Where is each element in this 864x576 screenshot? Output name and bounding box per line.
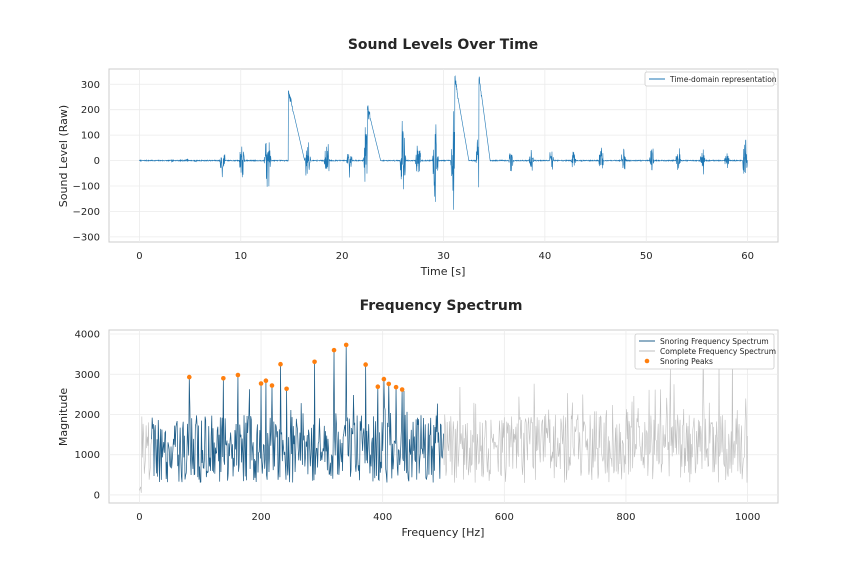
time-legend-label: Time-domain representation: [669, 75, 777, 84]
snoring-peak-point: [258, 381, 264, 386]
snoring-legend-label: Snoring Frequency Spectrum: [660, 337, 769, 346]
snoring-peak-point: [363, 362, 368, 367]
time-chart-ytick-label: 0: [94, 156, 100, 167]
time-chart-xtick-label: 30: [437, 251, 450, 262]
snoring-peak-point: [269, 383, 275, 388]
frequency-chart-ytick-label: 4000: [75, 330, 100, 341]
frequency-chart-title: Frequency Spectrum: [360, 298, 523, 314]
time-legend-box: [644, 71, 775, 87]
frequency-chart-ytick-label: 3000: [75, 370, 100, 381]
time-chart: Sound Levels Over Time 0 10 20 30 40 50 60 −300…: [57, 37, 779, 278]
time-chart-xtick-label: 60: [741, 251, 754, 262]
peaks-legend-swatch: [644, 358, 650, 364]
snoring-peak-point: [221, 375, 226, 381]
snoring-peak-point: [278, 361, 283, 367]
frequency-chart-ticks: 0 200 400 600 800 1000 0 1000 2000 3000 4000: [75, 330, 761, 523]
peaks-legend-label: Snoring Peaks: [660, 357, 713, 366]
time-chart-legend: Time-domain representation: [644, 71, 777, 87]
time-chart-ytick-label: 200: [81, 105, 100, 116]
frequency-chart-xtick-label: 600: [495, 512, 514, 523]
time-chart-xlabel: Time [s]: [420, 265, 466, 278]
snoring-peak-point: [343, 342, 349, 348]
time-chart-ytick-label: −300: [73, 232, 100, 243]
time-chart-ytick-label: 100: [81, 131, 100, 142]
snoring-peak-point: [186, 374, 192, 380]
time-chart-xtick-label: 40: [538, 251, 551, 262]
frequency-chart-xtick-label: 400: [373, 512, 392, 523]
snoring-peak-point: [375, 384, 381, 390]
time-chart-ytick-label: 300: [81, 80, 100, 91]
frequency-chart-xtick-label: 800: [616, 512, 635, 523]
frequency-legend-box: [634, 333, 775, 370]
frequency-chart: Frequency Spectrum 0 200 400 600 800 1000 0 100…: [57, 298, 779, 539]
frequency-chart-xtick-label: 200: [251, 512, 270, 523]
snoring-peak-point: [284, 386, 289, 392]
snoring-peak-point: [386, 381, 392, 387]
time-series-line: [139, 75, 748, 210]
time-chart-xtick-label: 50: [640, 251, 653, 262]
complete-legend-label: Complete Frequency Spectrum: [660, 347, 776, 356]
snoring-peak-point: [263, 378, 269, 383]
time-chart-title: Sound Levels Over Time: [348, 37, 538, 53]
snoring-peak-point: [393, 384, 399, 390]
frequency-chart-ytick-label: 0: [94, 490, 100, 501]
frequency-chart-legend: Snoring Frequency Spectrum Complete Freq…: [634, 333, 776, 370]
snoring-peaks: [186, 342, 405, 392]
time-chart-ytick-label: −100: [73, 182, 100, 193]
frequency-chart-ytick-label: 2000: [75, 410, 100, 421]
frequency-chart-ylabel: Magnitude: [57, 388, 70, 447]
frequency-chart-xtick-label: 1000: [735, 512, 760, 523]
snoring-peak-point: [312, 359, 317, 365]
time-chart-ytick-label: −200: [73, 207, 100, 218]
time-chart-ylabel: Sound Level (Raw): [57, 105, 70, 207]
time-chart-ticks: 0 10 20 30 40 50 60 −300 −200 −100 0 100 200 300: [73, 80, 754, 262]
snoring-peak-point: [331, 347, 337, 353]
snoring-spectrum-line: [151, 344, 444, 483]
snoring-peak-point: [235, 372, 241, 378]
frequency-chart-xlabel: Frequency [Hz]: [402, 526, 485, 539]
time-chart-xtick-label: 10: [234, 251, 247, 262]
frequency-chart-xtick-label: 0: [136, 512, 142, 523]
snoring-peak-point: [399, 387, 405, 392]
time-chart-xtick-label: 0: [136, 251, 142, 262]
time-chart-xtick-label: 20: [336, 251, 349, 262]
snoring-peak-point: [381, 376, 387, 382]
frequency-chart-ytick-label: 1000: [75, 450, 100, 461]
